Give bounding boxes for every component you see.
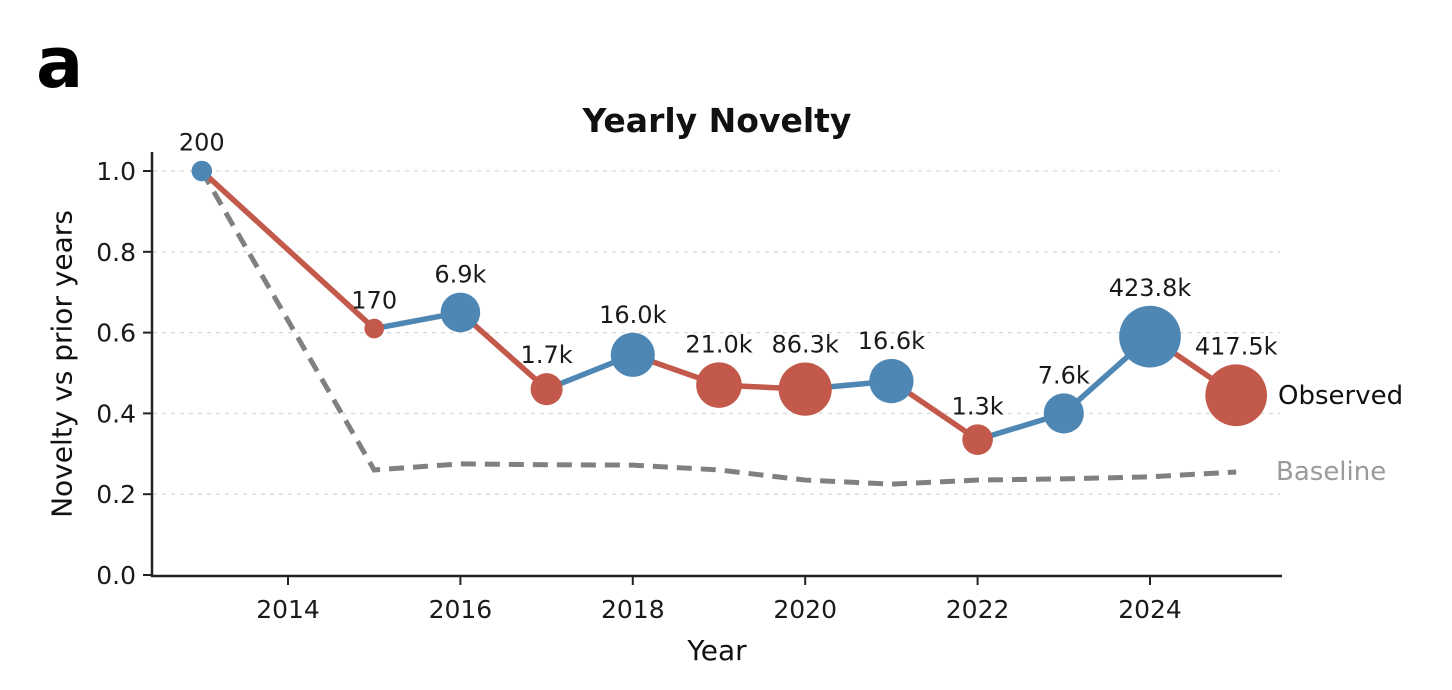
count-label-2017: 1.7k [521,341,573,369]
count-label-2025: 417.5k [1195,332,1278,360]
x-tick-label: 2018 [601,595,665,624]
data-point-2016 [440,292,481,333]
y-axis-label: Novelty vs prior years [45,210,79,518]
chart-title: Yearly Novelty [582,101,852,140]
data-point-2025 [1205,364,1268,427]
data-point-2022 [962,424,993,455]
data-point-2020 [778,362,832,416]
baseline-series-label: Baseline [1276,457,1387,487]
y-tick-label: 0.6 [96,319,136,348]
count-label-2021: 16.6k [858,327,925,355]
x-tick-label: 2014 [256,595,320,624]
data-point-2019 [696,362,742,408]
data-point-2013 [191,160,213,182]
count-label-2018: 16.0k [599,301,666,329]
data-point-2024 [1119,305,1181,368]
baseline-line [199,169,1237,487]
count-label-2013: 200 [179,129,225,157]
y-tick-label: 1.0 [96,157,136,186]
x-tick-label: 2024 [1118,595,1182,624]
data-point-2018 [610,332,655,377]
panel-label: a [36,22,84,104]
count-label-2020: 86.3k [772,331,839,359]
observed-segment [199,168,377,332]
count-label-2022: 1.3k [952,392,1004,420]
observed-series-label: Observed [1278,381,1404,411]
x-axis-label: Year [687,634,747,667]
y-tick-label: 0.4 [96,399,136,428]
data-point-2023 [1043,393,1084,434]
data-point-2017 [530,373,563,406]
count-label-2019: 21.0k [685,330,752,358]
data-point-2021 [869,358,914,404]
y-tick-label: 0.0 [96,561,136,590]
x-tick-label: 2016 [429,595,493,624]
count-label-2015: 170 [351,287,397,315]
y-tick-label: 0.2 [96,480,136,509]
count-label-2016: 6.9k [434,261,486,289]
data-point-2015 [364,318,385,339]
y-tick-label: 0.8 [96,238,136,267]
x-tick-label: 2020 [773,595,837,624]
x-tick-label: 2022 [946,595,1010,624]
count-label-2024: 423.8k [1109,274,1192,302]
count-label-2023: 7.6k [1038,361,1090,389]
